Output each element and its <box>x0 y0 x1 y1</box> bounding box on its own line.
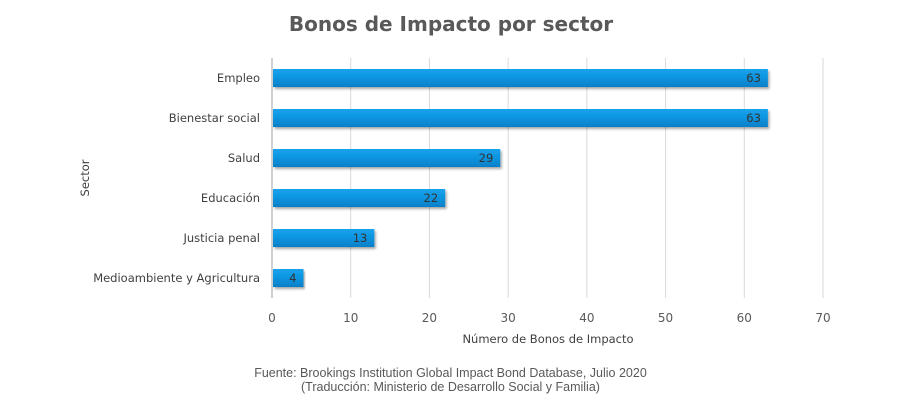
bar <box>273 109 768 127</box>
x-tick-label: 70 <box>815 311 830 325</box>
gridlines <box>271 58 824 298</box>
x-axis-label: Número de Bonos de Impacto <box>462 332 633 346</box>
bar <box>273 149 501 167</box>
x-tick-label: 0 <box>268 311 276 325</box>
category-label: Salud <box>228 151 260 165</box>
data-label: 4 <box>289 271 296 285</box>
x-tick-label: 10 <box>343 311 358 325</box>
category-labels: Empleo Bienestar social Salud Educación Just… <box>93 71 260 285</box>
x-tick-label: 20 <box>422 311 437 325</box>
source-line-2: (Traducción: Ministerio de Desarrollo So… <box>301 380 600 394</box>
y-axis-label: Sector <box>78 159 92 196</box>
data-label: 29 <box>479 151 494 165</box>
data-label: 13 <box>353 231 368 245</box>
bar <box>273 269 304 287</box>
category-label: Educación <box>201 191 260 205</box>
category-label: Medioambiente y Agricultura <box>93 271 260 285</box>
x-tick-label: 60 <box>737 311 752 325</box>
category-label: Empleo <box>217 71 260 85</box>
x-tick-labels: 0 10 20 30 40 50 60 70 <box>268 311 830 325</box>
data-label: 63 <box>746 111 761 125</box>
x-tick-label: 50 <box>658 311 673 325</box>
bar <box>273 69 768 87</box>
chart-title: Bonos de Impacto por sector <box>289 12 613 36</box>
category-label: Bienestar social <box>169 111 260 125</box>
data-labels: 63 63 29 22 13 4 <box>289 71 761 285</box>
x-tick-label: 30 <box>501 311 516 325</box>
x-tick-label: 40 <box>579 311 594 325</box>
bars <box>273 69 768 287</box>
category-label: Justicia penal <box>182 231 260 245</box>
bar <box>273 189 446 207</box>
data-label: 22 <box>424 191 439 205</box>
bar <box>273 229 375 247</box>
source-line-1: Fuente: Brookings Institution Global Imp… <box>254 366 647 380</box>
data-label: 63 <box>746 71 761 85</box>
